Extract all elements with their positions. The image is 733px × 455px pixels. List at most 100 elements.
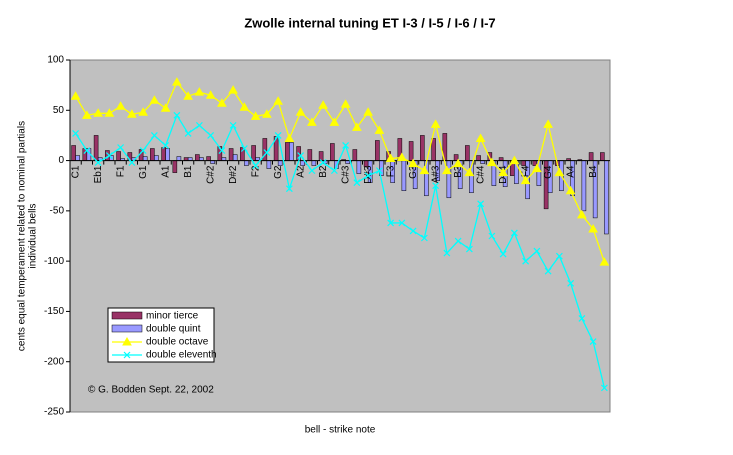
bar (228, 148, 234, 161)
x-tick-label: G3 (408, 165, 419, 179)
marker (533, 247, 541, 255)
marker (308, 167, 316, 175)
bar (232, 154, 238, 161)
bar (266, 160, 272, 169)
bar (93, 135, 99, 161)
marker (420, 234, 428, 242)
bar (408, 141, 414, 161)
marker (250, 111, 261, 120)
marker (150, 132, 158, 139)
marker (487, 157, 497, 167)
marker (554, 167, 565, 177)
marker (173, 111, 181, 119)
bar (420, 135, 425, 161)
marker (499, 250, 507, 258)
marker (318, 100, 328, 109)
x-tick-label: F3 (385, 165, 396, 177)
marker (217, 98, 227, 107)
marker (520, 175, 531, 185)
marker (252, 162, 260, 170)
marker (555, 252, 563, 260)
marker (342, 142, 350, 149)
marker (194, 87, 205, 96)
marker (72, 129, 80, 137)
x-tick-label: F2 (250, 165, 261, 177)
marker (509, 155, 520, 165)
marker (544, 267, 552, 275)
x-tick-label: B3 (453, 165, 464, 178)
bar (375, 140, 380, 161)
x-tick-label: F1 (115, 165, 126, 177)
bar (116, 151, 121, 161)
marker (465, 245, 473, 253)
chart-title: Zwolle internal tuning ET I-3 / I-5 / I-… (244, 15, 495, 30)
y-tick-label: -200 (44, 356, 64, 367)
x-tick-label: C#2 (205, 165, 216, 184)
bar (581, 160, 587, 212)
bar (446, 160, 452, 199)
marker (172, 77, 182, 86)
bar (154, 155, 159, 161)
x-tick-label: C#4 (475, 165, 486, 184)
marker (82, 110, 92, 119)
marker (207, 132, 215, 139)
bar (318, 151, 324, 161)
marker (329, 117, 340, 126)
bar (195, 154, 200, 161)
marker (387, 219, 395, 227)
marker (285, 185, 293, 193)
marker (239, 102, 250, 111)
bar (75, 155, 80, 161)
marker (409, 227, 417, 235)
bar (604, 160, 609, 235)
marker (488, 232, 496, 240)
marker (498, 167, 508, 177)
y-tick-label: 0 (58, 155, 64, 166)
marker (330, 167, 338, 175)
marker (363, 107, 373, 116)
marker (122, 336, 132, 346)
marker (453, 158, 463, 168)
marker (104, 108, 115, 117)
x-tick-label: A1 (160, 165, 171, 178)
marker (599, 257, 610, 266)
marker (430, 119, 441, 128)
bar (285, 142, 290, 161)
marker (588, 223, 598, 233)
bar (352, 149, 358, 161)
x-tick-label: G1 (138, 165, 149, 179)
legend-swatch (111, 324, 143, 333)
marker (94, 159, 102, 167)
marker (600, 384, 608, 392)
bar (521, 160, 526, 166)
x-tick-label: C#3 (340, 165, 351, 184)
y-tick-label: 100 (47, 55, 64, 66)
marker (149, 95, 160, 104)
marker (375, 167, 383, 175)
marker (273, 96, 283, 105)
marker (464, 167, 475, 177)
marker (475, 133, 486, 142)
x-tick-label: G2 (273, 165, 284, 179)
bar (300, 160, 305, 166)
marker (442, 165, 452, 175)
marker (565, 185, 576, 195)
marker (408, 158, 418, 168)
bar (465, 145, 470, 161)
marker (319, 159, 327, 167)
marker (83, 147, 91, 154)
marker (123, 351, 131, 359)
legend-label: minor tierce (146, 311, 199, 322)
bar (251, 145, 256, 161)
marker (195, 121, 203, 129)
legend-swatch (111, 311, 143, 320)
marker (127, 109, 137, 118)
y-axis-title: cents equal temperament related to nomin… (17, 121, 28, 351)
marker (340, 99, 351, 108)
marker (284, 133, 295, 142)
marker (160, 103, 171, 112)
y-tick-label: -50 (50, 205, 65, 216)
x-tick-label: B1 (183, 165, 194, 178)
